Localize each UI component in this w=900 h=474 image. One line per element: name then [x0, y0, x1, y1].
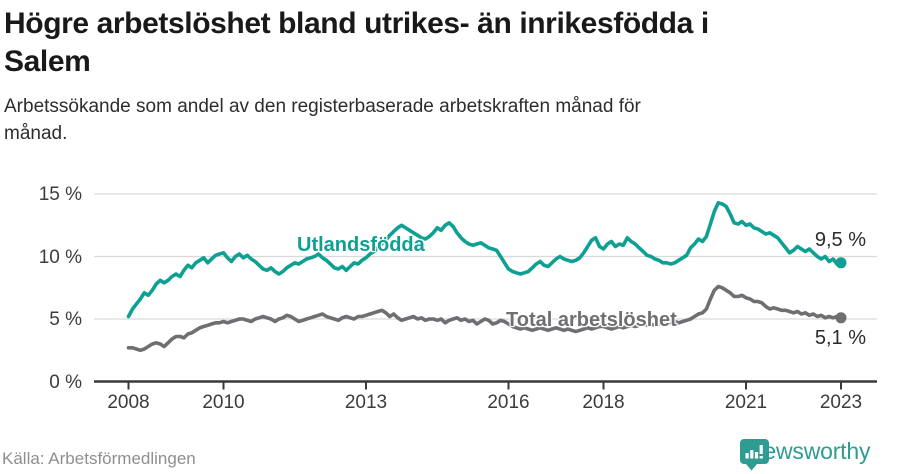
x-tick-label: 2018 [582, 392, 625, 413]
chart-subtitle: Arbetssökande som andel av den registerb… [4, 93, 864, 147]
y-tick-label: 15 % [38, 184, 82, 205]
series-label-total-arbetsloshet: Total arbetslöshet [506, 309, 677, 331]
chart-subtitle-line1: Arbetssökande som andel av den registerb… [4, 96, 641, 117]
y-tick-label: 10 % [38, 246, 82, 268]
page-title: Högre arbetslöshet bland utrikes- än inr… [4, 5, 884, 81]
y-tick-label: 5 % [49, 309, 82, 330]
y-tick-label: 0 % [49, 371, 82, 393]
x-tick-label: 2013 [344, 392, 388, 413]
source-note: Källa: Arbetsförmedlingen [2, 449, 196, 468]
end-value-label-utlandsfodda: 9,5 % [814, 229, 866, 251]
chart-subtitle-line2: månad. [4, 123, 68, 144]
page-title-line1: Högre arbetslöshet bland utrikes- än inr… [4, 7, 709, 40]
x-tick-label: 2021 [724, 392, 768, 413]
series-line-total [126, 284, 843, 353]
end-value-label-total: 5,1 % [814, 327, 866, 349]
series-label-utlandsfodda: Utlandsfödda [297, 234, 425, 256]
newsworthy-logo: Newsworthy [739, 438, 870, 471]
x-tick-label: 2023 [819, 392, 863, 413]
series-end-dot-utlandsfodda [835, 257, 847, 269]
x-tick-label: 2016 [487, 392, 530, 413]
series-line-utlandsfodda [126, 201, 843, 319]
series-end-dot-total [835, 312, 847, 324]
page-title-line2: Salem [4, 45, 91, 78]
x-tick-label: 2010 [202, 392, 245, 413]
x-tick-label: 2008 [107, 392, 150, 413]
newsworthy-speech-bubble-bar-chart-icon [740, 439, 769, 471]
